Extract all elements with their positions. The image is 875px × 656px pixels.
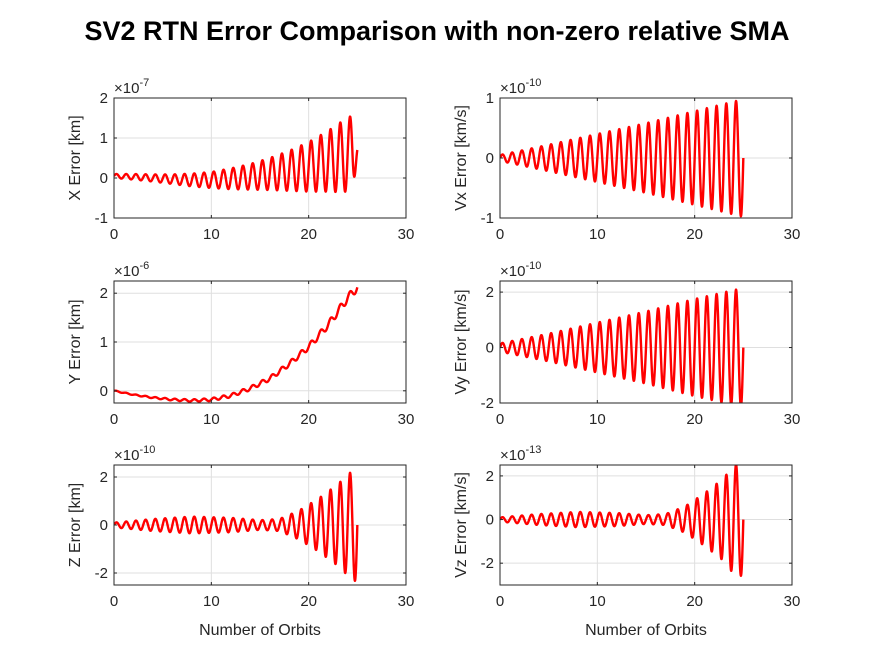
series-line-vz-0 — [500, 465, 745, 577]
x-tick-label: 20 — [686, 226, 703, 243]
y-tick-label: 0 — [100, 517, 108, 534]
x-tick-label: 30 — [398, 593, 415, 610]
subplot-vz: 0 10 20 30 -2 0 2 ×10-13 Vz Error [km/s] Number o… — [453, 444, 800, 639]
x-tick-label: 10 — [589, 226, 606, 243]
axis-multiplier-x: ×10-7 — [114, 77, 149, 97]
subplot-z: 0 10 20 30-202×10-10Z Error [km]Number of O… — [67, 444, 414, 639]
x-tick-label: 20 — [300, 226, 317, 243]
y-axis-label-x: X Error [km] — [67, 115, 84, 200]
series-line-vy-0 — [500, 288, 745, 403]
axis-multiplier-vz: ×10-13 — [500, 444, 541, 464]
y-tick-label: 0 — [486, 512, 494, 529]
x-tick-label: 30 — [398, 226, 415, 243]
x-axis-label-vz: Number of Orbits — [585, 622, 707, 639]
x-tick-label: 0 — [110, 226, 118, 243]
x-tick-label: 20 — [300, 411, 317, 428]
y-axis-label-vy: Vy Error [km/s] — [453, 289, 470, 394]
y-tick-label: 2 — [100, 285, 108, 302]
plot-area-vz — [500, 465, 792, 585]
y-axis-label-vx: Vx Error [km/s] — [453, 105, 470, 211]
y-tick-label: 2 — [100, 90, 108, 107]
x-tick-label: 10 — [589, 593, 606, 610]
axes-box-vz — [499, 464, 793, 586]
axes-box-x — [113, 97, 407, 219]
y-tick-label: -2 — [95, 565, 108, 582]
y-tick-label: 0 — [100, 170, 108, 187]
axis-multiplier-y: ×10-6 — [114, 260, 149, 280]
axis-multiplier-vy: ×10-10 — [500, 260, 541, 280]
x-tick-label: 10 — [589, 411, 606, 428]
x-tick-label: 30 — [398, 411, 415, 428]
x-tick-label: 0 — [496, 226, 504, 243]
x-tick-label: 0 — [496, 411, 504, 428]
x-tick-label: 20 — [300, 593, 317, 610]
y-tick-label: 2 — [100, 469, 108, 486]
series-line-x-0 — [114, 115, 359, 194]
x-tick-label: 20 — [686, 593, 703, 610]
x-tick-label: 0 — [110, 411, 118, 428]
y-tick-label: 0 — [486, 340, 494, 357]
subplot-y: 0 10 20 30 0 1 2 ×10-6 Y Error [km] — [67, 260, 414, 428]
series-line-vx-0 — [500, 99, 745, 218]
y-tick-label: 1 — [100, 130, 108, 147]
y-tick-label: 2 — [486, 284, 494, 301]
series-line-y-0 — [114, 286, 359, 403]
axis-multiplier-vx: ×10-10 — [500, 77, 541, 97]
y-tick-label: -1 — [95, 210, 108, 227]
plot-area-x — [114, 98, 406, 218]
x-tick-label: 30 — [784, 411, 801, 428]
y-tick-label: 0 — [486, 150, 494, 167]
figure-title: SV2 RTN Error Comparison with non-zero r… — [84, 16, 789, 46]
y-axis-label-y: Y Error [km] — [67, 299, 84, 384]
y-axis-label-z: Z Error [km] — [67, 483, 84, 567]
y-tick-label: -2 — [481, 395, 494, 412]
axes-box-vy — [499, 280, 793, 404]
y-tick-label: 0 — [100, 383, 108, 400]
series-line-z-0 — [114, 471, 359, 582]
axis-multiplier-z: ×10-10 — [114, 444, 155, 464]
x-tick-label: 10 — [203, 226, 220, 243]
y-tick-label: -1 — [481, 210, 494, 227]
x-tick-label: 0 — [496, 593, 504, 610]
y-tick-label: -2 — [481, 555, 494, 572]
x-tick-label: 30 — [784, 593, 801, 610]
x-tick-label: 30 — [784, 226, 801, 243]
x-axis-label-z: Number of Orbits — [199, 622, 321, 639]
y-tick-label: 1 — [100, 334, 108, 351]
y-tick-label: 2 — [486, 468, 494, 485]
y-tick-label: 1 — [486, 90, 494, 107]
x-tick-label: 20 — [686, 411, 703, 428]
x-tick-label: 0 — [110, 593, 118, 610]
x-tick-label: 10 — [203, 411, 220, 428]
x-tick-label: 10 — [203, 593, 220, 610]
y-axis-label-vz: Vz Error [km/s] — [453, 472, 470, 578]
